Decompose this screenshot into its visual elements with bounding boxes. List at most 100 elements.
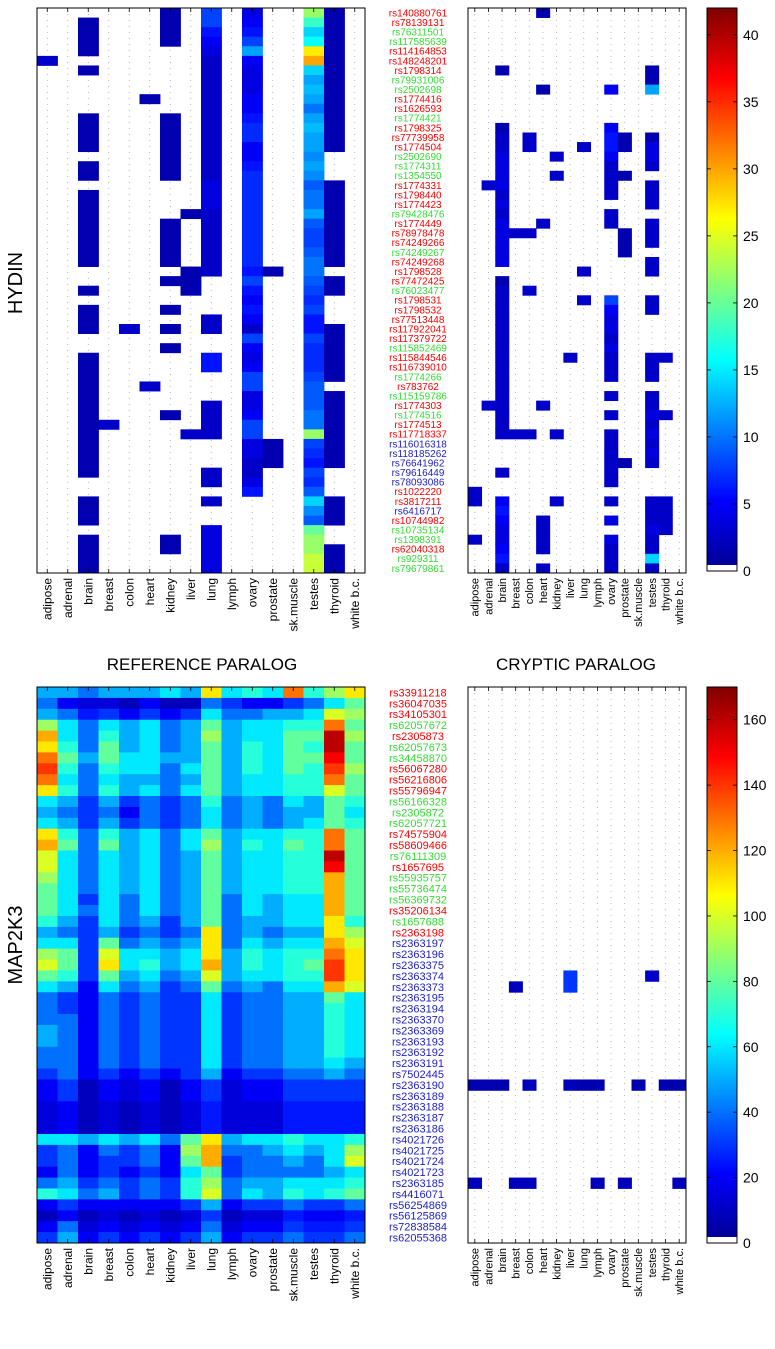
map-ref-cell <box>57 828 79 841</box>
map-ref-cell <box>160 926 181 939</box>
hydin-ref-cell <box>242 486 263 497</box>
map-ref-cell <box>37 785 58 797</box>
map-ref-cell <box>119 915 140 928</box>
map-ref-cell <box>57 839 79 851</box>
map-ref-cell <box>303 1210 325 1222</box>
map-ref-cell <box>139 915 161 928</box>
map-ref-cell <box>139 894 161 906</box>
map-ref-cell <box>160 708 181 721</box>
hydin-cry-cell <box>604 467 619 478</box>
map-ref-cell <box>303 785 325 797</box>
hydin-ref-cell <box>303 333 325 344</box>
map-ref-cell <box>344 1144 366 1157</box>
map-ref-cell <box>201 1003 222 1015</box>
hydin-ref-cell <box>303 122 325 133</box>
hydin-ref-cell <box>303 237 325 248</box>
map-ref-cell <box>221 850 243 862</box>
map-ref-cell <box>344 959 366 971</box>
map-ref-cell <box>221 948 243 960</box>
map-ref-cell <box>324 730 345 742</box>
map-ref-cell <box>201 937 222 950</box>
map-cry-cell <box>468 1177 483 1189</box>
map-ref-cell <box>139 1166 161 1178</box>
map-ref-cell <box>119 1101 140 1113</box>
map-ref-cell <box>303 1112 325 1124</box>
snp-label-rs79931006: rs79931006 <box>392 75 445 86</box>
map-ref-cell <box>37 719 58 732</box>
map-ref-cell <box>37 1155 58 1168</box>
hydin-cry-cell <box>522 142 537 153</box>
snp-label-rs115852469: rs115852469 <box>389 344 447 355</box>
map-ref-cell <box>283 1123 304 1135</box>
hydin-cry-cell <box>536 525 551 536</box>
hydin-ref-cell <box>78 448 99 459</box>
hydin-ref-cell <box>180 429 202 440</box>
map-ref-cell <box>262 1024 284 1037</box>
map2k3-colorbar: 0 20 40 60 80 100 120 140 160 <box>706 686 767 1251</box>
map-ref-cell <box>98 1014 120 1026</box>
snp-label-rs62057672: rs62057672 <box>389 720 447 732</box>
map-ref-cell <box>344 774 366 786</box>
hydin-ref-cell <box>303 324 325 334</box>
hydin-ref-cell <box>98 419 120 430</box>
hydin-ref-cell <box>303 161 325 172</box>
hydin-ref-cell <box>180 209 202 220</box>
snp-label-rs10735134: rs10735134 <box>392 526 445 537</box>
hydin-cry-cell <box>522 132 537 143</box>
hydin-ref-cell <box>201 180 222 191</box>
map-ref-cell <box>283 1232 304 1244</box>
map-ref-cell <box>201 1199 222 1211</box>
map-ref-cell <box>78 1035 99 1048</box>
map-ref-xlabel-adipose: adipose <box>40 1248 54 1290</box>
map-ref-cell <box>98 926 120 939</box>
map-cry-cell <box>563 1079 578 1091</box>
hydin-ref-cell <box>201 161 222 172</box>
map-ref-cell <box>283 1188 304 1200</box>
map-ref-cell <box>139 697 161 710</box>
map-cry-cell <box>481 1079 496 1091</box>
map-ref-cell <box>324 883 345 895</box>
hydin-cry-cell <box>604 352 619 363</box>
map-ref-cell <box>201 708 222 721</box>
map-ref-cell <box>344 1057 366 1069</box>
map-ref-cell <box>201 1177 222 1189</box>
map-ref-cell <box>98 981 120 993</box>
hydin-cry-cell <box>604 410 619 421</box>
hydin-colorbar-tick-label-15: 15 <box>743 362 759 378</box>
map-ref-cell <box>221 1221 243 1233</box>
map-ref-cell <box>221 774 243 786</box>
map-ref-cell <box>201 719 222 732</box>
hydin-ref-cell <box>242 438 263 449</box>
map-ref-cell <box>262 1177 284 1189</box>
map-ref-cell <box>180 1221 202 1233</box>
snp-label-rs6416717: rs6416717 <box>394 506 442 517</box>
map-ref-cell <box>37 883 58 895</box>
map-ref-xlabel-kidney: kidney <box>163 1248 177 1283</box>
map-ref-cell <box>324 1188 345 1200</box>
hydin-cry-cell <box>495 371 510 382</box>
map-ref-cell <box>242 861 263 873</box>
map-ref-cell <box>78 1112 99 1124</box>
hydin-ref-cell <box>303 276 325 287</box>
map-ref-cell <box>344 763 366 775</box>
map-ref-cell <box>139 1046 161 1059</box>
snp-label-rs148248201: rs148248201 <box>389 56 448 67</box>
hydin-ref-cell <box>201 314 222 325</box>
hydin-ref-cell <box>78 65 99 76</box>
map-ref-cell <box>78 937 99 950</box>
hydin-cry-xlabel-ovary: ovary <box>606 578 618 605</box>
map-ref-cell <box>303 861 325 873</box>
snp-label-rs78139131: rs78139131 <box>392 18 445 29</box>
map-ref-cell <box>283 774 304 786</box>
hydin-cry-cell <box>645 151 660 162</box>
hydin-cry-cell <box>508 228 523 239</box>
hydin-ref-cell <box>201 55 222 66</box>
map-ref-cell <box>201 741 222 753</box>
map-ref-cell <box>242 894 263 906</box>
map-cry-xlabel-liver: liver <box>565 1248 577 1269</box>
hydin-ref-cell <box>242 189 263 200</box>
snp-label-rs56125869: rs56125869 <box>389 1211 447 1223</box>
snp-label-rs2363191: rs2363191 <box>392 1058 444 1070</box>
map-ref-cell <box>324 937 345 950</box>
map-ref-cell <box>57 806 79 819</box>
